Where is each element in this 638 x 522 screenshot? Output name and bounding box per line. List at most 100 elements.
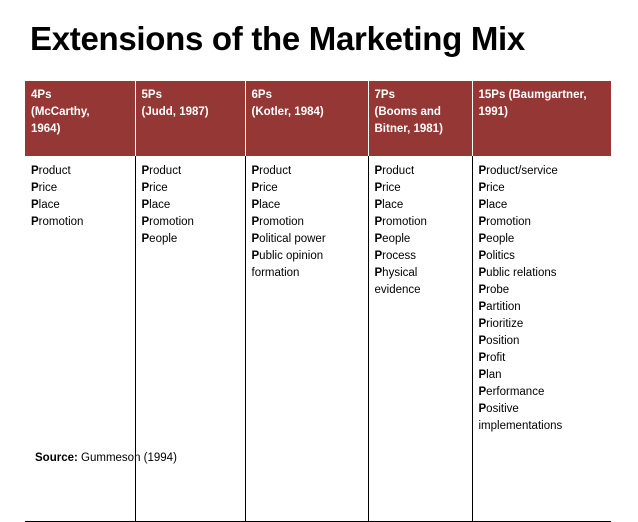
list-item-initial: P	[478, 199, 487, 211]
column-header-line: 7Ps	[374, 89, 395, 101]
list-item: Probe	[479, 282, 606, 299]
column-cell: Product/service Price Place Promotion People…	[471, 156, 611, 522]
list-item-rest: eople	[149, 233, 178, 245]
list-item-initial: P	[478, 301, 487, 313]
list-item-rest: implementations	[478, 420, 563, 432]
list-item-rest: formation	[251, 267, 300, 279]
list-item-initial: P	[478, 216, 487, 228]
list-item-initial: P	[141, 165, 150, 177]
column-cell: Product Price Place Promotion Political powe…	[244, 156, 368, 522]
column-header-line: (Kotler, 1984)	[251, 106, 324, 118]
list-item-initial: P	[478, 318, 487, 330]
list-item-initial: P	[478, 267, 487, 279]
list-item: Promotion	[31, 214, 129, 231]
list-item: Price	[31, 180, 129, 197]
list-item-rest: erformance	[486, 386, 545, 398]
source-label: Source:	[35, 452, 78, 464]
list-item: Product	[142, 163, 239, 180]
list-item-initial: P	[141, 216, 150, 228]
table-header-row: 4Ps (McCarthy, 1964) 5Ps (Judd, 1987) 6Ps (Kot…	[25, 81, 611, 156]
list-item: Price	[142, 180, 239, 197]
list-item-initial: P	[478, 369, 487, 381]
list-item: Place	[142, 197, 239, 214]
list-item-initial: P	[374, 216, 383, 228]
list-item-initial: P	[478, 335, 487, 347]
column-header-line: (Booms and	[374, 106, 441, 118]
list-item-initial: P	[141, 233, 150, 245]
list-item: People	[479, 231, 606, 248]
list-item-initial: P	[478, 250, 487, 262]
column-header-line: 1991)	[478, 106, 508, 118]
list-item-initial: P	[251, 199, 260, 211]
column-header: 6Ps (Kotler, 1984)	[244, 81, 368, 156]
list-item: Public opinion	[252, 248, 362, 265]
list-item-rest: roduct	[149, 165, 182, 177]
list-item-rest: romotion	[382, 216, 427, 228]
list-item: Political power	[252, 231, 362, 248]
list-item-initial: P	[251, 165, 260, 177]
column-header: 4Ps (McCarthy, 1964)	[25, 81, 135, 156]
list-item-rest: ublic opinion	[259, 250, 324, 262]
list-item-rest: ositive	[486, 403, 519, 415]
list-item-rest: artition	[486, 301, 521, 313]
list-item-initial: P	[374, 233, 383, 245]
column-header: 7Ps (Booms and Bitner, 1981)	[367, 81, 472, 156]
list-item: Process	[375, 248, 466, 265]
list-item-rest: robe	[486, 284, 510, 296]
list-item-rest: osition	[486, 335, 520, 347]
list-item-initial: P	[478, 182, 487, 194]
list-item: implementations	[479, 418, 606, 435]
list-item-rest: roduct	[259, 165, 292, 177]
list-item-initial: P	[141, 199, 150, 211]
list-item-rest: rioritize	[486, 318, 524, 330]
list-item: Place	[252, 197, 362, 214]
list-item-initial: P	[478, 386, 487, 398]
list-item-rest: ublic relations	[486, 267, 557, 279]
list-item-initial: P	[251, 182, 260, 194]
list-item: Price	[252, 180, 362, 197]
list-item-rest: lace	[38, 199, 60, 211]
list-item-rest: evidence	[374, 284, 421, 296]
list-item-rest: lan	[486, 369, 502, 381]
list-item-initial: P	[374, 182, 383, 194]
list-item: evidence	[375, 282, 466, 299]
list-item-rest: lace	[486, 199, 508, 211]
list-item-initial: P	[251, 233, 260, 245]
column-header-line: 6Ps	[251, 89, 272, 101]
list-item-initial: P	[478, 233, 487, 245]
list-item-rest: romotion	[486, 216, 531, 228]
list-item-rest: lace	[149, 199, 171, 211]
list-item-rest: rice	[382, 182, 401, 194]
list-item-rest: romotion	[38, 216, 84, 228]
list-item: Price	[479, 180, 606, 197]
list-item: Position	[479, 333, 606, 350]
column-header-line: Bitner, 1981)	[374, 123, 443, 135]
list-item: Product/service	[479, 163, 606, 180]
list-item-rest: roduct/service	[486, 165, 558, 177]
list-item-rest: romotion	[149, 216, 194, 228]
list-item: People	[142, 231, 239, 248]
list-item-initial: P	[478, 352, 487, 364]
list-item: Product	[31, 163, 129, 180]
list-item-initial: P	[374, 199, 383, 211]
column-cell: Product Price Place Promotion People	[134, 156, 245, 522]
list-item-rest: rocess	[382, 250, 417, 262]
list-item-initial: P	[478, 284, 487, 296]
list-item: Product	[375, 163, 466, 180]
list-item: Performance	[479, 384, 606, 401]
source-value: Gummeson (1994)	[81, 452, 177, 464]
list-item-rest: lace	[259, 199, 281, 211]
list-item-initial: P	[374, 267, 383, 279]
list-item-rest: olitical power	[259, 233, 326, 245]
list-item-initial: P	[141, 182, 150, 194]
column-header-line: 4Ps	[31, 89, 52, 101]
column-header-line: (Judd, 1987)	[141, 106, 209, 118]
list-item: Product	[252, 163, 362, 180]
list-item: Promotion	[252, 214, 362, 231]
list-item: Physical	[375, 265, 466, 282]
list-item-rest: roduct	[382, 165, 415, 177]
column-cell: Product Price Place Promotion	[25, 156, 135, 522]
list-item-initial: P	[251, 216, 260, 228]
list-item-rest: rice	[259, 182, 278, 194]
column-header-line: (McCarthy,	[31, 106, 90, 118]
